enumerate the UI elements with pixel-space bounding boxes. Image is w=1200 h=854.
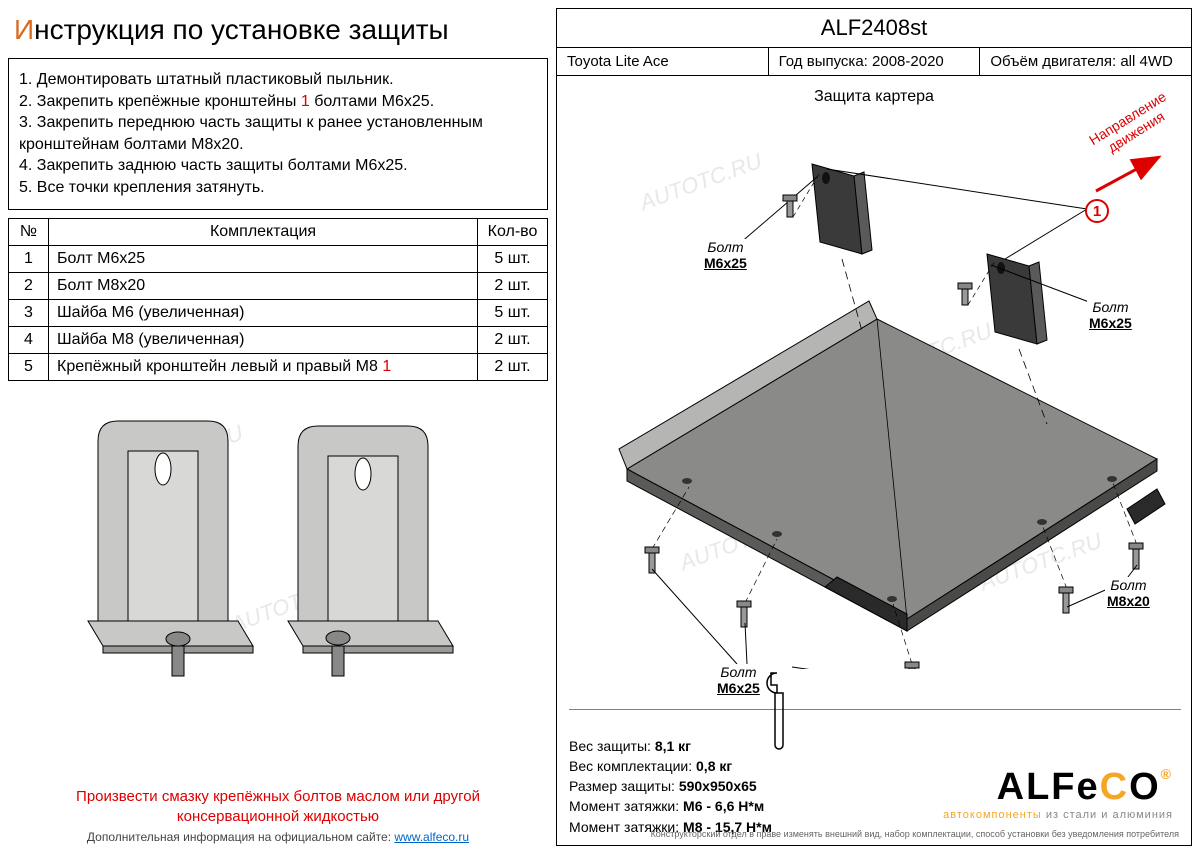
table-row: 4Шайба М8 (увеличенная)2 шт.: [9, 326, 548, 353]
callout-bolt: БолтМ6х25: [702, 239, 749, 271]
parts-table: № Комплектация Кол-во 1Болт М6х255 шт. 2…: [8, 218, 548, 381]
header-box: ALF2408st Toyota Lite Ace Год выпуска: 2…: [557, 9, 1191, 76]
table-row: 1Болт М6х255 шт.: [9, 245, 548, 272]
col-name: Комплектация: [49, 218, 478, 245]
ref-marker: 1: [301, 93, 310, 110]
title-first-letter: И: [14, 14, 34, 45]
table-header-row: № Комплектация Кол-во: [9, 218, 548, 245]
callout-bolt: БолтМ6х25: [1087, 299, 1134, 331]
website-note: Дополнительная информация на официальном…: [8, 828, 548, 846]
table-row: 3Шайба М6 (увеличенная)5 шт.: [9, 299, 548, 326]
lubrication-note: Произвести смазку крепёжных болтов масло…: [8, 779, 548, 828]
header-row: Toyota Lite Ace Год выпуска: 2008-2020 О…: [557, 48, 1191, 75]
divider: [569, 709, 1181, 710]
instruction-line: 5. Все точки крепления затянуть.: [19, 177, 537, 199]
ref-circle: 1: [1085, 199, 1109, 223]
website-link[interactable]: www.alfeco.ru: [394, 830, 469, 844]
col-qty: Кол-во: [478, 218, 548, 245]
wrench-icon: [757, 665, 797, 755]
plate-diagram-svg: [567, 109, 1183, 669]
bracket-diagram: AUTOTC.RU AUTOTC.RU: [8, 381, 548, 779]
page-title: Инструкция по установке защиты: [8, 8, 548, 58]
instruction-line: 3. Закрепить переднюю часть защиты к ран…: [19, 112, 537, 155]
instruction-line: 2. Закрепить крепёжные кронштейны 1 болт…: [19, 91, 537, 113]
part-number: ALF2408st: [557, 9, 1191, 48]
callout-bolt: БолтМ6х25: [715, 664, 762, 696]
bracket-svg: [38, 391, 518, 711]
vehicle-cell: Toyota Lite Ace: [557, 48, 769, 75]
col-num: №: [9, 218, 49, 245]
title-rest: нструкция по установке защиты: [34, 14, 449, 45]
fine-print: Конструкторский отдел в праве изменять в…: [651, 829, 1179, 839]
engine-cell: Объём двигателя: all 4WD: [980, 48, 1191, 75]
instruction-line: 1. Демонтировать штатный пластиковый пыл…: [19, 69, 537, 91]
table-row: 5Крепёжный кронштейн левый и правый М8 1…: [9, 353, 548, 380]
callout-bolt: БолтМ8х20: [1105, 577, 1152, 609]
spec-box: Вес защиты: 8,1 кг Вес комплектации: 0,8…: [569, 736, 772, 837]
instruction-line: 4. Закрепить заднюю часть защиты болтами…: [19, 155, 537, 177]
instructions-box: 1. Демонтировать штатный пластиковый пыл…: [8, 58, 548, 210]
table-row: 2Болт М8х202 шт.: [9, 272, 548, 299]
year-cell: Год выпуска: 2008-2020: [769, 48, 981, 75]
brand-logo: ALFeCO® автокомпоненты из стали и алюмин…: [943, 766, 1173, 821]
